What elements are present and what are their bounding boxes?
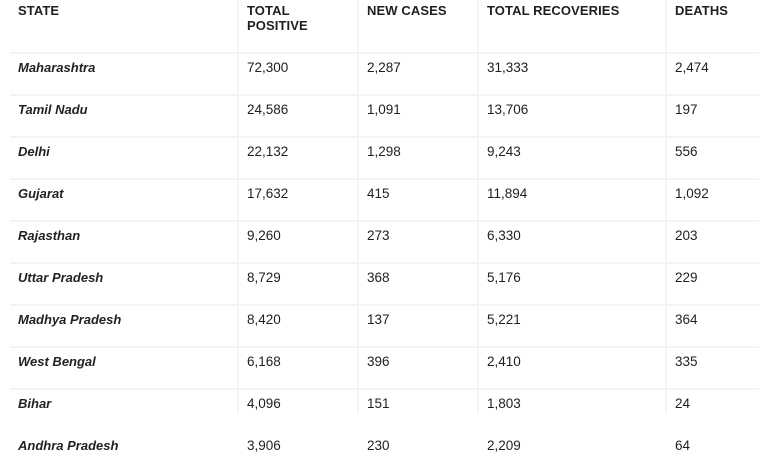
cell-new-cases: 368 <box>359 264 477 304</box>
cell-new-cases: 2,287 <box>359 54 477 94</box>
cell-state: Rajasthan <box>10 222 237 262</box>
table-row: Bihar 4,096 151 1,803 24 <box>10 390 759 430</box>
cell-deaths: 335 <box>667 348 759 388</box>
table-row: Madhya Pradesh 8,420 137 5,221 364 <box>10 306 759 346</box>
cell-new-cases: 415 <box>359 180 477 220</box>
cell-new-cases: 396 <box>359 348 477 388</box>
cell-deaths: 197 <box>667 96 759 136</box>
cell-new-cases: 230 <box>359 432 477 472</box>
cell-deaths: 229 <box>667 264 759 304</box>
cell-state: Tamil Nadu <box>10 96 237 136</box>
cell-deaths: 2,474 <box>667 54 759 94</box>
cell-deaths: 556 <box>667 138 759 178</box>
cell-state: Delhi <box>10 138 237 178</box>
table-header-row: STATE TOTAL POSITIVE NEW CASES TOTAL REC… <box>10 0 759 52</box>
table-row: Uttar Pradesh 8,729 368 5,176 229 <box>10 264 759 304</box>
header-total-positive: TOTAL POSITIVE <box>239 0 357 52</box>
cell-total-recoveries: 6,330 <box>479 222 665 262</box>
cell-state: Maharashtra <box>10 54 237 94</box>
cell-state: West Bengal <box>10 348 237 388</box>
table-row: Rajasthan 9,260 273 6,330 203 <box>10 222 759 262</box>
cell-total-positive: 8,729 <box>239 264 357 304</box>
cell-total-positive: 22,132 <box>239 138 357 178</box>
cell-deaths: 364 <box>667 306 759 346</box>
cell-state: Andhra Pradesh <box>10 432 237 472</box>
cell-state: Gujarat <box>10 180 237 220</box>
cell-total-recoveries: 31,333 <box>479 54 665 94</box>
cell-total-recoveries: 13,706 <box>479 96 665 136</box>
cell-total-recoveries: 9,243 <box>479 138 665 178</box>
cell-state: Bihar <box>10 390 237 430</box>
cell-total-positive: 9,260 <box>239 222 357 262</box>
table-row: West Bengal 6,168 396 2,410 335 <box>10 348 759 388</box>
cell-deaths: 203 <box>667 222 759 262</box>
table-row: Gujarat 17,632 415 11,894 1,092 <box>10 180 759 220</box>
table-row: Delhi 22,132 1,298 9,243 556 <box>10 138 759 178</box>
cell-new-cases: 151 <box>359 390 477 430</box>
table-row: Tamil Nadu 24,586 1,091 13,706 197 <box>10 96 759 136</box>
header-state: STATE <box>10 0 237 52</box>
cell-total-positive: 3,906 <box>239 432 357 472</box>
cell-total-recoveries: 5,221 <box>479 306 665 346</box>
header-deaths: DEATHS <box>667 0 759 52</box>
cell-total-recoveries: 2,209 <box>479 432 665 472</box>
cell-total-positive: 4,096 <box>239 390 357 430</box>
cell-total-recoveries: 2,410 <box>479 348 665 388</box>
cell-deaths: 64 <box>667 432 759 472</box>
cell-total-positive: 24,586 <box>239 96 357 136</box>
cell-deaths: 24 <box>667 390 759 430</box>
covid-state-table: STATE TOTAL POSITIVE NEW CASES TOTAL REC… <box>8 0 759 474</box>
table-row: Maharashtra 72,300 2,287 31,333 2,474 <box>10 54 759 94</box>
cell-total-positive: 72,300 <box>239 54 357 94</box>
header-total-recoveries: TOTAL RECOVERIES <box>479 0 665 52</box>
cell-new-cases: 273 <box>359 222 477 262</box>
cell-new-cases: 1,298 <box>359 138 477 178</box>
cell-total-recoveries: 5,176 <box>479 264 665 304</box>
cell-total-positive: 8,420 <box>239 306 357 346</box>
cell-total-recoveries: 11,894 <box>479 180 665 220</box>
cell-new-cases: 137 <box>359 306 477 346</box>
cell-state: Uttar Pradesh <box>10 264 237 304</box>
header-new-cases: NEW CASES <box>359 0 477 52</box>
cell-total-positive: 6,168 <box>239 348 357 388</box>
covid-state-table-container: STATE TOTAL POSITIVE NEW CASES TOTAL REC… <box>10 0 759 472</box>
cell-state: Madhya Pradesh <box>10 306 237 346</box>
cell-total-positive: 17,632 <box>239 180 357 220</box>
cell-deaths: 1,092 <box>667 180 759 220</box>
table-row: Andhra Pradesh 3,906 230 2,209 64 <box>10 432 759 472</box>
cell-total-recoveries: 1,803 <box>479 390 665 430</box>
cell-new-cases: 1,091 <box>359 96 477 136</box>
